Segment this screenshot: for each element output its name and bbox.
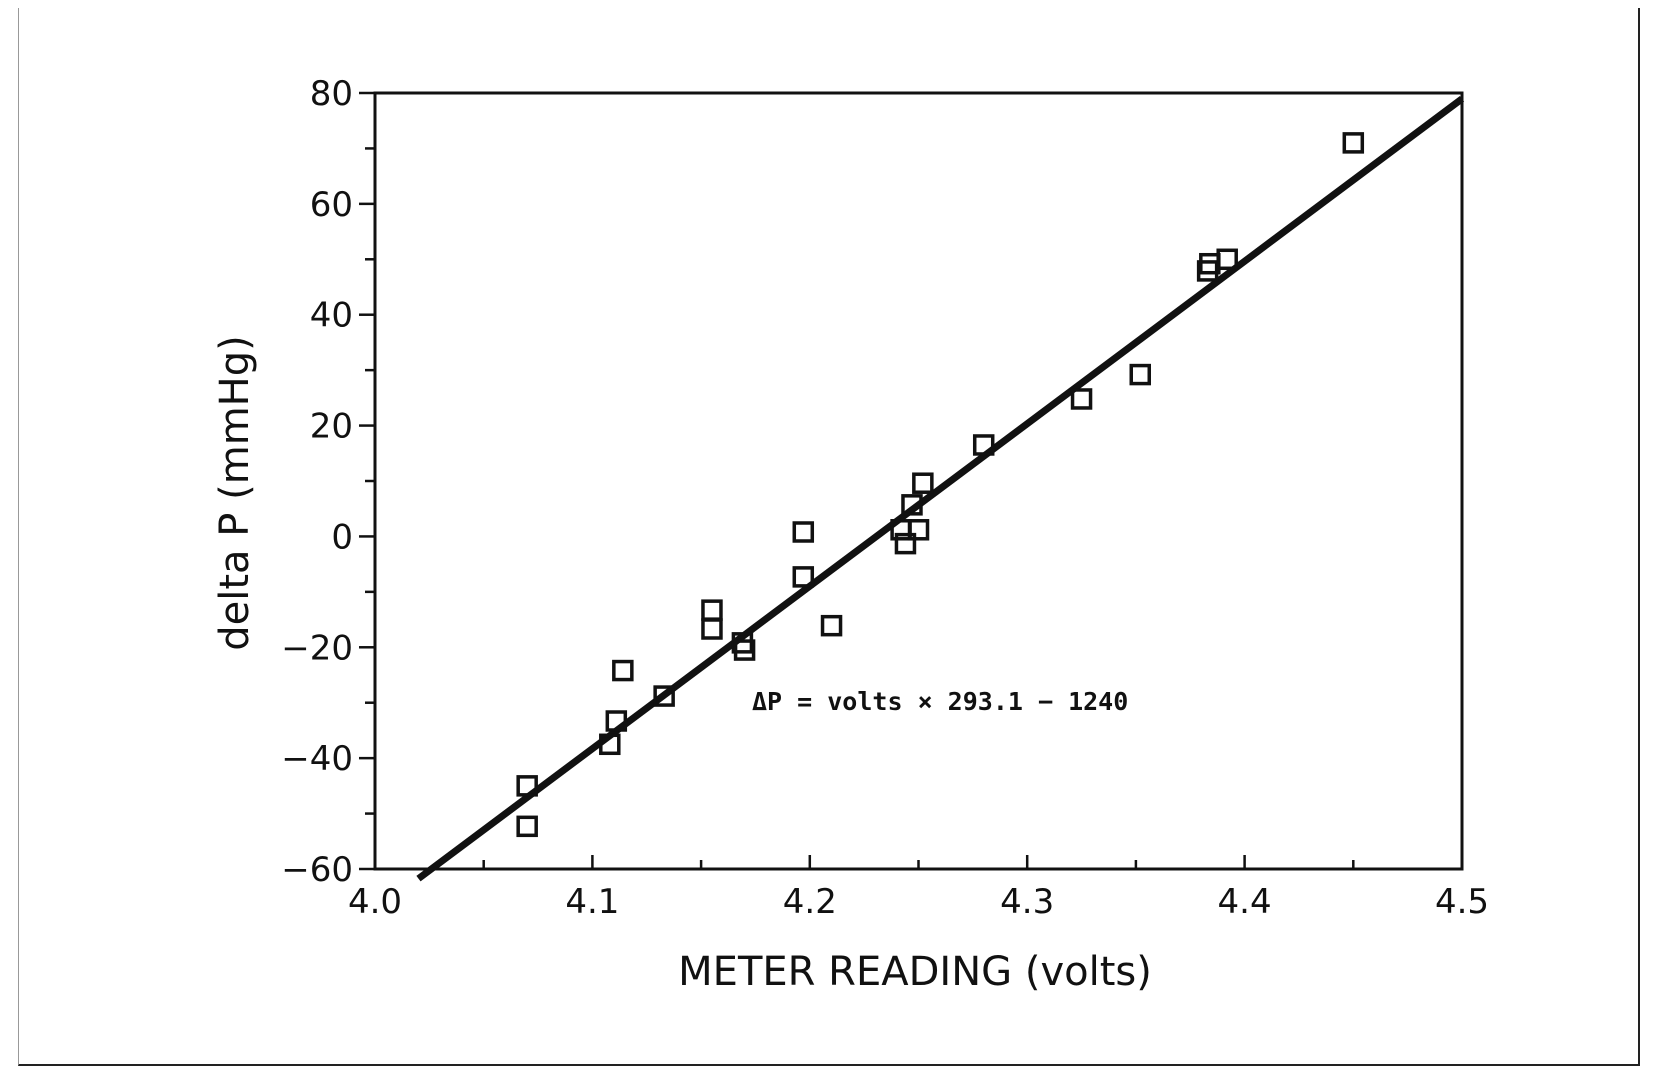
y-axis-label: delta P (mmHg) [212,335,258,650]
data-point [612,659,634,682]
x-tick-label: 4.2 [783,882,837,922]
data-point [894,532,917,555]
figure-frame [18,8,1640,1066]
data-point [516,815,538,838]
y-tick-label: 80 [310,74,353,114]
y-tick-label: −20 [281,628,353,668]
x-tick-label: 4.1 [565,882,619,922]
data-point [731,632,754,654]
x-tick-label: 4.3 [1000,882,1054,922]
x-tick-label: 4.0 [348,882,402,922]
data-point [1342,132,1365,154]
data-point [516,775,538,797]
data-point [901,494,923,516]
data-point [1196,260,1219,282]
data-point [907,519,930,541]
x-tick-label: 4.4 [1218,882,1272,922]
data-point [972,434,995,456]
fit-equation-annotation: ΔP = volts × 293.1 − 1240 [752,687,1128,716]
y-tick-label: −40 [281,739,353,779]
data-point [792,521,815,543]
data-point [653,685,675,707]
y-tick-label: 40 [310,296,353,336]
data-point [701,618,723,640]
data-point [1216,248,1238,271]
data-point [792,566,815,588]
y-tick-label: 0 [331,517,353,557]
plot-area-frame [373,91,1464,871]
data-point [605,710,628,732]
x-axis-label: METER READING (volts) [678,949,1152,995]
data-point [820,614,843,637]
data-point [701,599,723,621]
y-tick-label: 60 [310,185,353,225]
y-tick-label: 20 [310,407,353,447]
data-point [599,733,621,756]
data-point [733,639,756,661]
data-point [912,472,934,494]
data-point [1070,388,1093,410]
x-tick-label: 4.5 [1435,882,1489,922]
regression-line [416,96,1465,882]
data-point [1129,363,1151,386]
y-tick-label: −60 [281,850,353,890]
